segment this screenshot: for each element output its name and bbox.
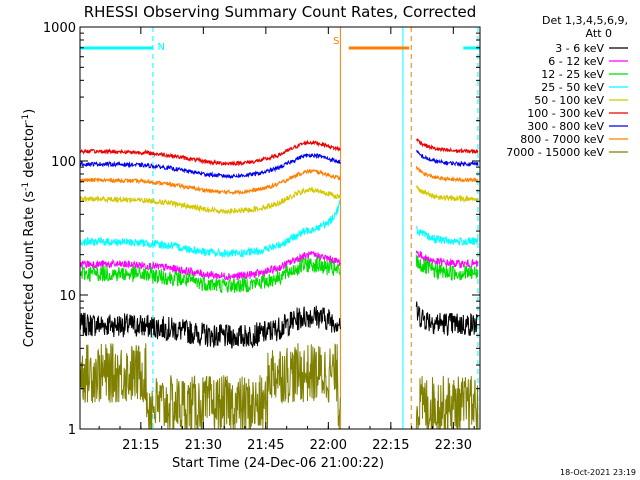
flag-label: N — [158, 42, 165, 53]
y-tick-label: 10 — [59, 289, 76, 304]
legend-entry-label: 800 - 7000 keV — [520, 133, 604, 146]
series-line — [415, 149, 479, 168]
series-line — [415, 184, 479, 203]
legend-entry-label: 100 - 300 keV — [527, 107, 604, 120]
x-tick-label: 21:30 — [185, 438, 222, 453]
series-line — [415, 254, 479, 281]
legend-entry-label: 6 - 12 keV — [548, 55, 604, 68]
series-line — [79, 139, 341, 167]
y-axis-label-sup2: -1 — [21, 114, 31, 123]
series-line — [415, 250, 479, 269]
legend-entry-label: 12 - 25 keV — [541, 68, 604, 81]
y-axis-ticks: 1 10 100 1000 — [43, 21, 480, 438]
y-axis-label: Corrected Count Rate (s-1 detector-1) — [21, 109, 37, 347]
x-tick-label: 22:00 — [310, 438, 347, 453]
x-tick-label: 22:15 — [372, 438, 409, 453]
flag-label: S — [333, 36, 339, 47]
y-tick-label: 100 — [51, 155, 76, 170]
series-line — [79, 343, 341, 430]
y-tick-label: 1000 — [43, 21, 76, 36]
footer-timestamp: 18-Oct-2021 23:19 — [560, 468, 636, 477]
y-axis-label-mid: detector — [22, 122, 37, 182]
plot-frame — [79, 26, 481, 430]
series-line — [79, 305, 341, 349]
series-line — [415, 165, 479, 183]
x-tick-label: 21:15 — [122, 438, 159, 453]
y-axis-label-main: Corrected Count Rate (s — [22, 191, 37, 348]
plot-area: NS — [79, 27, 480, 430]
y-tick-label: 1 — [68, 423, 76, 438]
y-axis-label-sup1: -1 — [21, 182, 31, 191]
series-line — [79, 199, 341, 259]
legend-entry-label: 50 - 100 keV — [534, 94, 604, 107]
series-line — [79, 168, 341, 196]
x-tick-label: 22:30 — [435, 438, 472, 453]
series-line — [79, 186, 341, 216]
legend-entry-label: 25 - 50 keV — [541, 81, 604, 94]
x-axis-label: Start Time (24-Dec-06 21:00:22) — [172, 456, 384, 471]
x-tick-label: 21:45 — [247, 438, 284, 453]
legend-entry-label: 3 - 6 keV — [555, 42, 604, 55]
series-line — [79, 250, 341, 281]
chart-title: RHESSI Observing Summary Count Rates, Co… — [84, 3, 477, 21]
series-line — [415, 225, 479, 247]
series-line — [79, 256, 341, 294]
series-line — [79, 153, 341, 180]
series-line — [415, 375, 479, 430]
series-line — [415, 138, 479, 155]
legend-entry-label: 7000 - 15000 keV — [506, 146, 604, 159]
series-line — [415, 301, 479, 336]
legend-header-line-2: Att 0 — [586, 27, 612, 40]
legend-entry-label: 300 - 800 keV — [527, 120, 604, 133]
legend-header-line-1: Det 1,3,4,5,6,9, — [542, 14, 628, 27]
x-axis-ticks: 21:15 21:30 21:45 22:00 22:15 22:30 — [98, 27, 475, 453]
y-axis-label-end: ) — [22, 109, 37, 114]
